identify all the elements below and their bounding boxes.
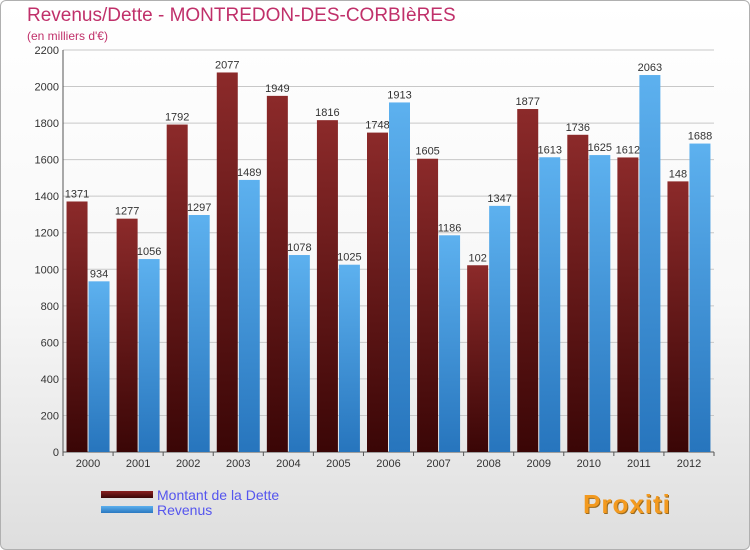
- y-tick-label: 1800: [35, 118, 59, 130]
- x-tick-label: 2005: [326, 458, 350, 470]
- x-tick-label: 2012: [677, 458, 701, 470]
- bar-dette: [367, 132, 388, 453]
- y-tick-label: 1400: [35, 191, 59, 203]
- data-label-revenus: 1489: [237, 167, 261, 179]
- x-tick-label: 2001: [126, 458, 150, 470]
- data-label-dette: 148: [669, 168, 687, 180]
- x-tick-label: 2006: [376, 458, 400, 470]
- bar-revenus: [88, 281, 110, 452]
- bar-revenus: [539, 157, 561, 452]
- y-tick-label: 200: [41, 410, 59, 422]
- bar-revenus: [138, 259, 160, 452]
- data-label-revenus: 1297: [187, 202, 211, 214]
- bar-revenus: [639, 75, 661, 453]
- x-tick-label: 2007: [426, 458, 450, 470]
- legend-swatch-revenus: [101, 506, 153, 513]
- data-label-revenus: 934: [90, 268, 108, 280]
- y-tick-label: 1200: [35, 228, 59, 240]
- y-tick-label: 2200: [35, 45, 59, 57]
- data-label-revenus: 1688: [688, 131, 712, 143]
- x-tick-label: 2011: [627, 458, 651, 470]
- bar-dette: [166, 124, 188, 452]
- chart-subtitle: (en milliers d'€): [27, 29, 108, 43]
- bar-revenus: [439, 235, 461, 452]
- bar-dette: [316, 120, 338, 453]
- y-tick-label: 1000: [35, 264, 59, 276]
- data-label-dette: 102: [468, 252, 486, 264]
- data-label-dette: 1877: [515, 96, 539, 108]
- bar-revenus: [338, 264, 360, 452]
- y-tick-label: 2000: [35, 82, 59, 94]
- x-tick-label: 2010: [577, 458, 601, 470]
- bar-dette: [417, 158, 439, 453]
- bar-revenus: [188, 215, 210, 452]
- data-label-dette: 1736: [566, 122, 590, 134]
- bar-dette: [567, 134, 589, 452]
- data-label-revenus: 2063: [638, 62, 662, 74]
- bar-revenus: [288, 255, 310, 452]
- x-tick-label: 2008: [476, 458, 500, 470]
- x-tick-label: 2000: [76, 458, 100, 470]
- data-label-dette: 1748: [365, 120, 389, 132]
- y-tick-label: 800: [41, 301, 59, 313]
- data-label-revenus: 1613: [537, 144, 561, 156]
- x-tick-label: 2009: [526, 458, 550, 470]
- data-label-dette: 1371: [65, 188, 89, 200]
- x-tick-label: 2003: [226, 458, 250, 470]
- data-label-dette: 2077: [215, 59, 239, 71]
- data-label-revenus: 1625: [588, 142, 612, 154]
- bar-dette: [266, 95, 288, 452]
- bar-revenus: [689, 143, 711, 452]
- bar-revenus: [389, 102, 410, 453]
- legend-item-dette: Montant de la Dette: [101, 486, 280, 503]
- x-tick-label: 2002: [176, 458, 200, 470]
- data-label-dette: 1277: [115, 206, 139, 218]
- data-label-dette: 1605: [415, 146, 439, 158]
- bar-revenus: [589, 155, 611, 452]
- bar-dette: [116, 218, 138, 452]
- data-label-revenus: 1078: [287, 242, 311, 254]
- data-label-revenus: 1913: [387, 89, 411, 101]
- y-tick-label: 1600: [35, 155, 59, 167]
- data-label-dette: 1612: [616, 144, 640, 156]
- data-label-dette: 1792: [165, 112, 189, 124]
- data-label-revenus: 1186: [438, 222, 462, 234]
- data-label-revenus: 1056: [137, 246, 161, 258]
- bar-dette: [517, 109, 539, 453]
- bar-dette: [216, 72, 238, 452]
- legend: Montant de la Dette Revenus: [101, 486, 280, 518]
- y-tick-label: 0: [53, 447, 59, 459]
- data-label-revenus: 1347: [487, 193, 511, 205]
- data-label-dette: 1816: [315, 107, 339, 119]
- bar-dette: [617, 157, 639, 452]
- chart-title: Revenus/Dette - MONTREDON-DES-CORBIèRES: [27, 5, 456, 26]
- y-tick-label: 600: [41, 337, 59, 349]
- y-tick-label: 400: [41, 374, 59, 386]
- legend-label-revenus: Revenus: [157, 501, 213, 518]
- bar-dette: [66, 201, 88, 452]
- bar-revenus: [238, 179, 260, 452]
- bar-dette: [467, 265, 489, 452]
- x-tick-label: 2004: [276, 458, 300, 470]
- legend-label-dette: Montant de la Dette: [157, 486, 280, 503]
- proxiti-logo: Proxiti: [583, 489, 671, 519]
- data-label-dette: 1949: [265, 83, 289, 95]
- data-label-revenus: 1025: [337, 252, 361, 264]
- bar-revenus: [489, 205, 511, 452]
- legend-swatch-dette: [101, 491, 153, 498]
- legend-item-revenus: Revenus: [101, 501, 279, 518]
- bar-dette: [667, 181, 689, 452]
